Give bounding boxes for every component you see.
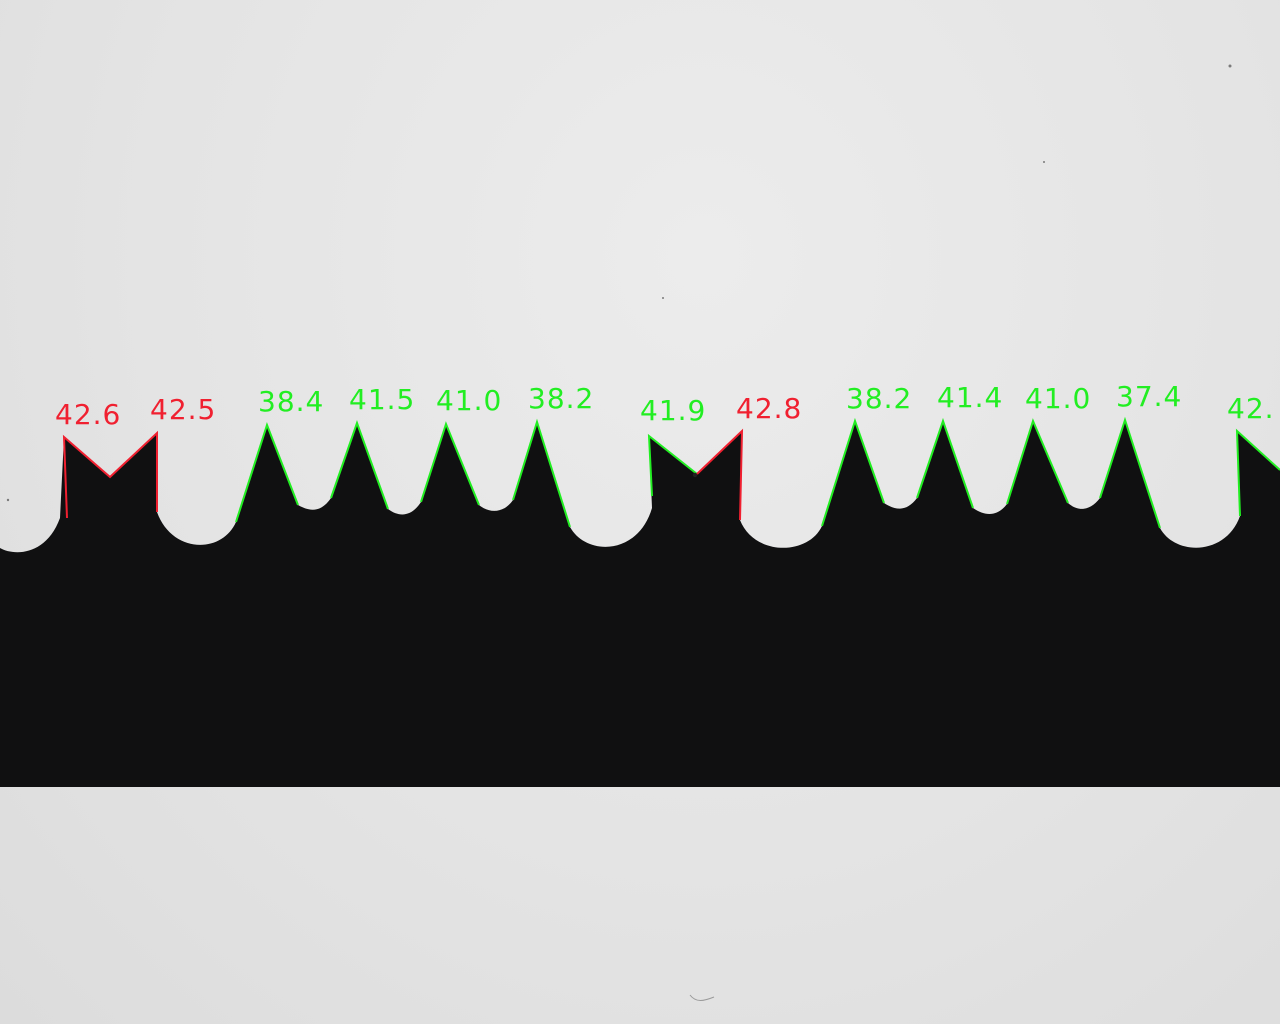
dust-specks	[6, 64, 1232, 502]
angle-label: 41.4	[937, 381, 1003, 414]
angle-label: 38.4	[258, 385, 324, 418]
angle-label: 41.0	[1025, 382, 1091, 415]
edge-lines-ok	[235, 416, 1280, 529]
angle-label: 41.9	[640, 394, 706, 427]
angle-label: 37.4	[1116, 380, 1182, 413]
angle-label: 42.8	[736, 392, 802, 425]
angle-label: 42.5	[150, 393, 216, 426]
angle-label: 42.6	[55, 398, 121, 431]
angle-label: 41.5	[349, 383, 415, 416]
edge-lines-fail	[62, 428, 744, 521]
angle-label: 38.2	[846, 382, 912, 415]
saw-blade	[0, 420, 1280, 787]
angle-labels: 42.6 42.5 38.4 41.5 41.0 38.2 41.9 42.8 …	[55, 380, 1275, 431]
angle-label: 41.0	[436, 384, 502, 417]
angle-label: 38.2	[528, 382, 594, 415]
dust-fiber	[689, 994, 715, 1001]
angle-label: 42.	[1227, 392, 1275, 425]
